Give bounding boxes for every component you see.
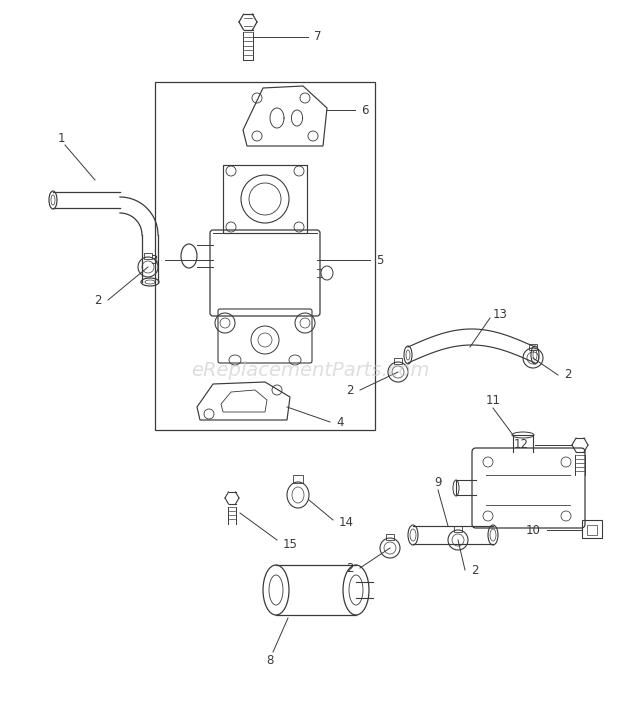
Text: 5: 5	[376, 253, 383, 266]
Bar	[223, 165, 307, 233]
Bar	[155, 82, 375, 430]
Text: 4: 4	[336, 415, 343, 428]
Text: 12: 12	[514, 439, 529, 452]
Bar	[394, 358, 402, 364]
Text: 2: 2	[471, 563, 479, 576]
Bar	[144, 253, 152, 259]
Text: 15: 15	[283, 537, 298, 550]
Bar	[582, 520, 602, 538]
Bar	[529, 344, 537, 350]
Text: 13: 13	[493, 308, 508, 320]
Text: 1: 1	[57, 131, 64, 144]
Text: 8: 8	[267, 653, 273, 666]
Text: 2: 2	[564, 369, 572, 381]
Text: 10: 10	[526, 523, 541, 537]
Bar	[293, 475, 303, 483]
Text: 7: 7	[314, 30, 322, 44]
Text: 9: 9	[434, 476, 441, 489]
Bar	[454, 526, 462, 532]
Text: 2: 2	[94, 293, 102, 306]
Bar	[386, 534, 394, 540]
Text: 14: 14	[339, 516, 354, 529]
Text: eReplacementParts.com: eReplacementParts.com	[191, 361, 429, 380]
Bar	[587, 525, 597, 535]
Text: 2: 2	[347, 383, 354, 396]
Text: 3: 3	[151, 253, 158, 266]
Text: 11: 11	[485, 393, 500, 407]
Text: 2: 2	[347, 561, 354, 574]
Text: 6: 6	[361, 104, 368, 116]
